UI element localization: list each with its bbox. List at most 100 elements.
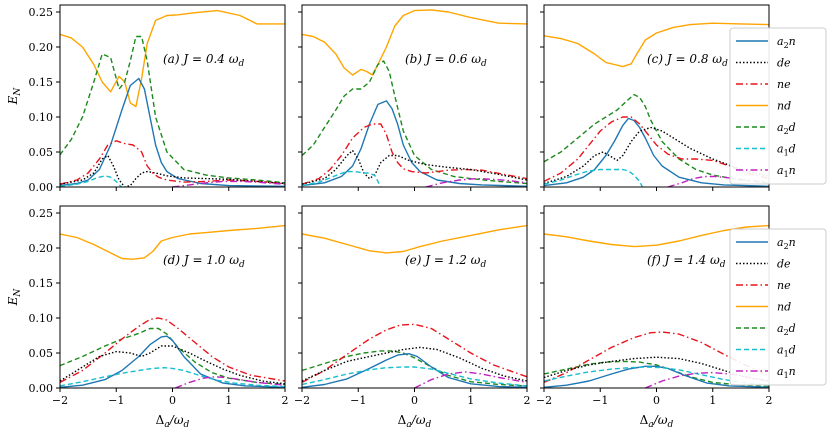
series-line-a2d bbox=[60, 327, 285, 386]
series-line-ne bbox=[302, 123, 527, 185]
y-tick-label: 0.20 bbox=[29, 41, 54, 54]
legend-label-a1n: a1n bbox=[777, 365, 796, 380]
y-tick-label: 0.00 bbox=[29, 382, 54, 395]
x-tick-label: −1 bbox=[592, 394, 608, 407]
series-line-a2n bbox=[302, 353, 527, 388]
x-tick-label: 0 bbox=[169, 394, 176, 407]
series-line-de bbox=[60, 345, 285, 385]
series-line-a1d bbox=[60, 175, 123, 187]
series-group bbox=[544, 22, 769, 187]
panel-label: (d) J = 1.0 ωd bbox=[163, 253, 245, 270]
x-tick-label: −1 bbox=[350, 394, 366, 407]
legend-box bbox=[729, 27, 827, 185]
series-group bbox=[302, 224, 527, 388]
series-line-nd bbox=[60, 9, 285, 108]
legend-label-a1d: a1d bbox=[777, 143, 796, 158]
legend-label-a2d: a2d bbox=[777, 322, 796, 337]
series-line-ne bbox=[60, 317, 285, 384]
series-line-a1d bbox=[60, 367, 285, 388]
panel-b: (b) J = 0.6 ωd bbox=[298, 4, 528, 191]
panel-label: (f) J = 1.4 ωd bbox=[647, 253, 726, 270]
series-line-de bbox=[302, 149, 527, 185]
series-line-a1d bbox=[544, 366, 769, 386]
series-line-a1d bbox=[302, 170, 382, 187]
panel-e: −2 −1 0 1 2 Δa/ωd (e) J = 1.2 ωd bbox=[294, 205, 531, 430]
series-line-de bbox=[544, 356, 769, 382]
axes-frame bbox=[301, 4, 528, 188]
y-tick-label: 0.05 bbox=[29, 146, 54, 159]
legend-label-nd: nd bbox=[777, 301, 791, 314]
series-line-a2n bbox=[544, 117, 769, 187]
legend-label-de: de bbox=[777, 258, 791, 271]
series-line-de bbox=[302, 346, 527, 382]
legend-label-ne: ne bbox=[777, 78, 791, 91]
series-line-a2d bbox=[60, 35, 285, 184]
axes-frame bbox=[59, 4, 286, 188]
series-line-a2d bbox=[544, 360, 769, 388]
y-axis-title: EN bbox=[6, 288, 23, 307]
x-tick-label: 2 bbox=[766, 394, 773, 407]
series-line-a1n bbox=[172, 180, 285, 187]
series-group bbox=[302, 9, 527, 187]
legend-label-a2n: a2n bbox=[777, 236, 796, 251]
panel-label: (e) J = 1.2 ωd bbox=[405, 253, 486, 270]
series-line-a1n bbox=[425, 177, 527, 187]
series-group bbox=[60, 224, 285, 388]
panel-label: (c) J = 0.8 ωd bbox=[647, 52, 728, 69]
series-line-a1d bbox=[544, 168, 644, 187]
panel-c: (c) J = 0.8 ωd bbox=[540, 4, 770, 191]
y-tick-label: 0.20 bbox=[29, 242, 54, 255]
series-line-ne bbox=[302, 323, 527, 384]
series-line-a2n bbox=[544, 365, 769, 388]
series-line-a1n bbox=[175, 376, 285, 388]
legend-label-a1n: a1n bbox=[777, 164, 796, 179]
panel-f: −2 −1 0 1 2 Δa/ωd (f) J = 1.4 ωd bbox=[536, 205, 773, 430]
y-tick-label: 0.05 bbox=[29, 347, 54, 360]
x-tick-label: −2 bbox=[294, 394, 310, 407]
x-axis-title: Δa/ωd bbox=[156, 413, 190, 430]
x-axis-title: Δa/ωd bbox=[640, 413, 674, 430]
series-line-de bbox=[544, 126, 769, 185]
y-tick-label: 0.00 bbox=[29, 181, 54, 194]
series-group bbox=[60, 9, 285, 187]
series-line-de bbox=[60, 154, 285, 187]
series-line-a2d bbox=[302, 350, 527, 387]
series-line-a1n bbox=[414, 371, 527, 388]
panel-label: (a) J = 0.4 ωd bbox=[163, 52, 245, 69]
y-tick-label: 0.25 bbox=[29, 6, 54, 19]
legend: a2n de ne nd a2d a1d a1n bbox=[729, 228, 827, 386]
series-line-nd bbox=[302, 224, 527, 254]
series-line-nd bbox=[544, 22, 769, 68]
series-line-a2n bbox=[302, 100, 527, 187]
x-tick-label: −2 bbox=[52, 394, 68, 407]
legend-label-ne: ne bbox=[777, 279, 791, 292]
series-group bbox=[544, 224, 769, 388]
panel-a: 0.00 0.05 0.10 0.15 0.20 0.25 EN (a) J = 0.4 ωd bbox=[6, 4, 286, 194]
series-line-ne bbox=[544, 331, 769, 384]
x-tick-label: 0 bbox=[653, 394, 660, 407]
panel-d: −2 −1 0 1 2 0.00 0.05 0.10 0.15 0.20 0.25 EN Δa/ωd (d… bbox=[6, 205, 289, 430]
series-line-a2d bbox=[544, 93, 769, 184]
series-line-a2n bbox=[60, 335, 285, 388]
x-tick-label: 0 bbox=[411, 394, 418, 407]
x-tick-label: 2 bbox=[524, 394, 531, 407]
y-tick-label: 0.10 bbox=[29, 111, 54, 124]
legend-label-a2n: a2n bbox=[777, 35, 796, 50]
legend-label-a1d: a1d bbox=[777, 344, 796, 359]
series-line-a1n bbox=[645, 371, 769, 388]
x-tick-label: −1 bbox=[108, 394, 124, 407]
legend-box bbox=[729, 228, 827, 386]
legend-label-nd: nd bbox=[777, 100, 791, 113]
x-tick-label: 2 bbox=[282, 394, 289, 407]
y-tick-label: 0.15 bbox=[29, 277, 54, 290]
panel-label: (b) J = 0.6 ωd bbox=[405, 52, 487, 69]
legend-label-de: de bbox=[777, 57, 791, 70]
series-line-a1d bbox=[302, 366, 527, 387]
y-tick-label: 0.10 bbox=[29, 312, 54, 325]
legend-label-a2d: a2d bbox=[777, 121, 796, 136]
series-line-a2d bbox=[302, 60, 527, 185]
x-tick-label: −2 bbox=[536, 394, 552, 407]
x-tick-label: 1 bbox=[467, 394, 474, 407]
legend: a2n de ne nd a2d a1d a1n bbox=[729, 27, 827, 185]
